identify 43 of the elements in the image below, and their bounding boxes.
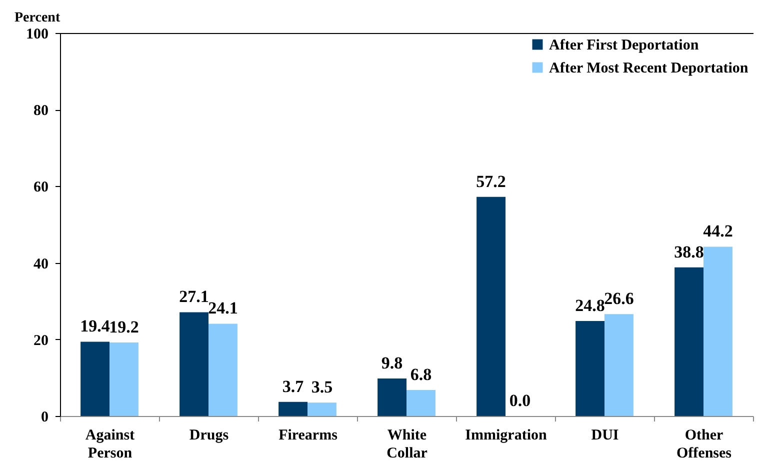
- y-tick-label: 80: [34, 103, 48, 120]
- bar: [208, 324, 238, 416]
- bar: [110, 342, 138, 416]
- data-label: 38.8: [674, 242, 704, 262]
- data-label: 24.8: [575, 296, 605, 316]
- data-label: 24.1: [208, 298, 238, 318]
- x-tick-label: Other Offenses: [676, 428, 732, 462]
- data-label: 19.4: [80, 316, 110, 336]
- bar: [406, 390, 436, 416]
- data-label: 9.8: [381, 353, 403, 372]
- bar: [308, 402, 336, 416]
- x-tick-label: Against Person: [85, 428, 135, 462]
- y-tick-label: 60: [34, 180, 48, 196]
- x-tick-label: DUI: [591, 428, 619, 444]
- bar: [278, 402, 308, 416]
- bar: [704, 246, 732, 416]
- data-label: 19.2: [109, 317, 139, 336]
- bar: [576, 321, 604, 416]
- data-label: 26.6: [604, 289, 634, 308]
- y-tick-label: 100: [26, 26, 48, 42]
- y-tick-label: 20: [34, 332, 48, 349]
- data-label: 3.5: [311, 378, 333, 397]
- data-label: 3.7: [282, 376, 304, 396]
- legend-label: After Most Recent Deportation: [549, 60, 749, 76]
- bar: [604, 314, 634, 416]
- data-label: 57.2: [476, 172, 506, 191]
- bar: [378, 378, 406, 416]
- data-label: 27.1: [179, 287, 209, 306]
- legend-label: After First Deportation: [549, 38, 700, 54]
- x-tick-label: Immigration: [465, 428, 548, 444]
- y-tick-label: 40: [34, 256, 48, 272]
- x-tick-label: White Collar: [386, 428, 428, 462]
- data-label: 6.8: [410, 364, 432, 384]
- bar: [476, 196, 506, 416]
- data-label: 44.2: [703, 222, 733, 241]
- x-tick-label: Firearms: [278, 428, 338, 444]
- bar: [80, 342, 110, 416]
- data-label: 0.0: [509, 391, 531, 410]
- x-tick-label: Drugs: [189, 428, 229, 444]
- bar: [674, 267, 704, 416]
- y-tick-label: 0: [41, 410, 48, 426]
- bar: [180, 312, 208, 416]
- y-axis-title: Percent: [14, 10, 60, 26]
